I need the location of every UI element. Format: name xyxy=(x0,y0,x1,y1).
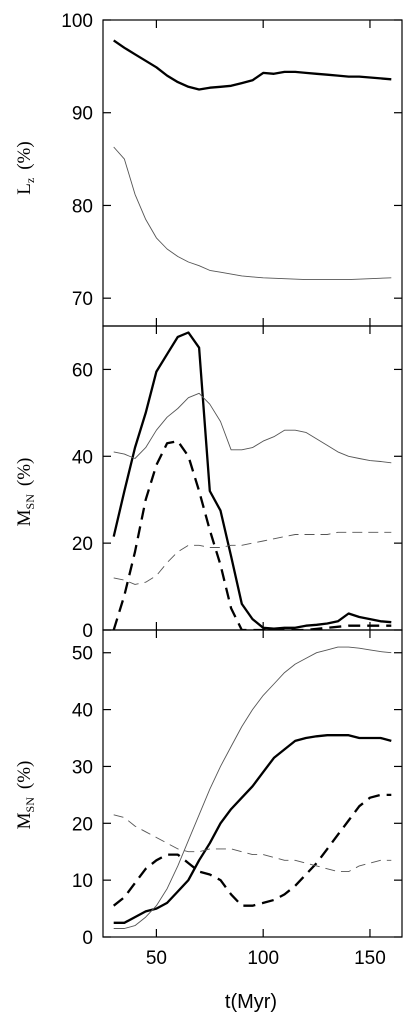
y-tick-label: 0 xyxy=(82,928,93,949)
series-line-thin-solid xyxy=(113,392,392,464)
x-tick-label: 100 xyxy=(247,948,279,969)
plot-frame xyxy=(102,19,403,327)
y-tick-label: 20 xyxy=(72,814,93,835)
y-tick-label: 70 xyxy=(72,289,93,310)
series-line-thin-solid xyxy=(113,146,392,281)
y-tick-label: 80 xyxy=(72,196,93,217)
ylabel-msn-bottom: MSN(%) xyxy=(14,761,37,830)
plot-frame xyxy=(102,629,403,938)
series-line-thin-dashed xyxy=(113,531,392,585)
panel-lz: Lz(%) 70 80 90 100 xyxy=(14,11,403,327)
y-tick-label: 40 xyxy=(72,701,93,722)
xlabel: t(Myr) xyxy=(225,991,277,1013)
y-tick-label: 60 xyxy=(72,360,93,381)
y-tick-label: 10 xyxy=(72,871,93,892)
series-line-thick-dashed xyxy=(112,793,392,907)
series-line-thin-dashed xyxy=(113,814,392,873)
y-tick-label: 0 xyxy=(82,621,93,642)
x-tick-label: 50 xyxy=(146,948,167,969)
plot-frame xyxy=(102,325,403,631)
series-line-thick-solid xyxy=(113,734,392,924)
y-tick-label: 20 xyxy=(72,534,93,555)
panel-msn-bottom: MSN(%) t(Myr) 0 10 20 30 40 50 50 100 150 xyxy=(14,629,403,1013)
ylabel-msn-middle: MSN(%) xyxy=(14,458,37,527)
series-line-thin-solid xyxy=(113,646,392,929)
series-line-thick-solid xyxy=(112,331,392,630)
y-tick-label: 50 xyxy=(72,644,93,665)
y-tick-label: 100 xyxy=(61,11,93,32)
ylabel-lz: Lz(%) xyxy=(14,141,37,194)
y-tick-label: 40 xyxy=(72,447,93,468)
y-tick-label: 30 xyxy=(72,757,93,778)
y-tick-label: 90 xyxy=(72,104,93,125)
series-line-thick-dashed xyxy=(112,439,392,630)
panel-msn-middle: MSN(%) 0 20 40 60 xyxy=(14,325,403,642)
x-tick-label: 150 xyxy=(354,948,386,969)
series-line-thick-solid xyxy=(113,39,392,91)
